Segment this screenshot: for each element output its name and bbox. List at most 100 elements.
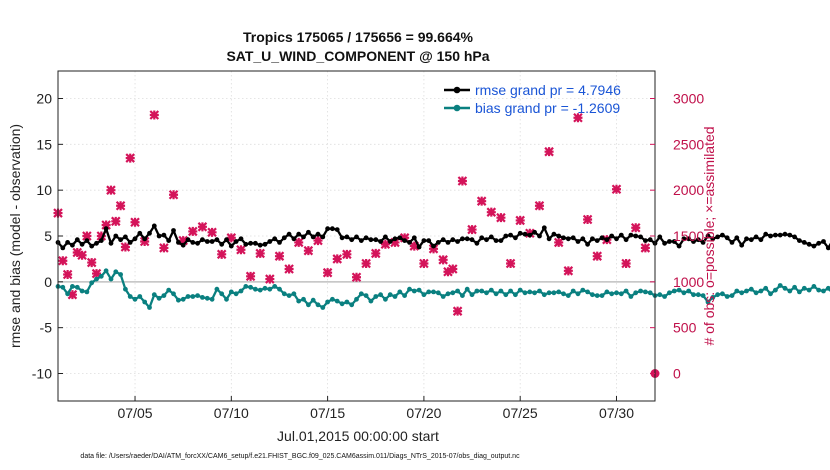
data-file-footnote: data file: /Users/raeder/DAI/ATM_forcXX/…: [80, 453, 520, 460]
rmse-point: [594, 238, 600, 244]
bias-point: [825, 285, 830, 291]
rmse-point: [98, 238, 104, 244]
bias-point: [517, 287, 523, 293]
rmse-point: [238, 236, 244, 242]
obs-count-point: [573, 112, 583, 123]
bias-point: [127, 294, 133, 299]
bias-point: [166, 287, 172, 293]
bias-point: [94, 276, 99, 282]
obs-count-point: [457, 176, 468, 186]
obs-count-point: [226, 233, 237, 243]
bias-point: [734, 288, 740, 294]
obs-count-point: [476, 196, 487, 206]
rmse-point: [416, 244, 422, 250]
rmse-point: [628, 232, 634, 238]
rmse-point: [792, 234, 797, 240]
obs-count-point: [419, 258, 429, 269]
legend: rmse grand pr = 4.7946 bias grand pr = -…: [444, 82, 621, 116]
bias-point: [272, 284, 278, 289]
obs-count-point: [274, 251, 285, 261]
rmse-point: [330, 226, 335, 232]
rmse-point: [253, 240, 258, 246]
y-tick-label: 20: [36, 91, 52, 107]
rmse-point: [209, 239, 215, 244]
rmse-point: [556, 233, 562, 239]
bias-point: [233, 291, 239, 297]
rmse-point: [103, 226, 109, 232]
obs-count-point: [342, 249, 352, 260]
bias-point: [513, 292, 518, 298]
rmse-point: [565, 236, 571, 242]
rmse-point: [705, 233, 711, 239]
bias-point: [777, 283, 783, 288]
rmse-point: [647, 237, 653, 243]
y-tick-label: 5: [44, 228, 52, 244]
rmse-point: [339, 235, 345, 241]
rmse-point: [156, 233, 162, 239]
bias-point: [700, 293, 706, 298]
obs-count-point: [630, 222, 641, 233]
bias-point: [585, 289, 590, 295]
rmse-point: [243, 241, 249, 247]
rmse-point: [272, 236, 278, 242]
rmse-point: [753, 234, 759, 240]
bias-point: [204, 295, 210, 301]
bias-point: [411, 288, 417, 294]
obs-count-point: [380, 239, 391, 250]
obs-count-point: [332, 254, 343, 264]
rmse-point: [373, 237, 379, 243]
rmse-point: [614, 236, 619, 242]
rmse-point: [455, 239, 460, 244]
rmse-point: [671, 239, 677, 244]
rmse-point: [676, 243, 682, 249]
obs-count-point: [197, 222, 208, 232]
rmse-point: [618, 232, 624, 238]
rmse-point: [123, 234, 128, 240]
obs-count-point: [582, 214, 593, 225]
obs-count-point: [86, 257, 97, 268]
rmse-point: [657, 234, 663, 240]
bias-point: [248, 284, 254, 290]
rmse-point: [445, 240, 451, 245]
rmse-point: [200, 237, 205, 243]
bias-point: [748, 286, 754, 292]
rmse-point: [734, 235, 740, 241]
rmse-point: [325, 226, 330, 232]
bias-point: [161, 293, 167, 298]
bias-point: [70, 284, 75, 289]
rmse-point: [479, 235, 485, 241]
rmse-point: [700, 240, 706, 245]
x-tick-label: 07/10: [214, 405, 249, 421]
bias-point: [190, 294, 196, 299]
bias-point: [484, 290, 489, 296]
bias-point: [354, 296, 359, 302]
bias-point: [426, 289, 432, 295]
rmse-point: [821, 239, 826, 244]
rmse-point: [315, 231, 321, 237]
obs-count-point: [438, 255, 448, 265]
rmse-point: [686, 236, 692, 242]
rmse-point: [440, 237, 446, 243]
rmse-point: [214, 237, 220, 243]
obs-count-point: [303, 245, 314, 256]
bias-point: [228, 289, 234, 295]
bias-point: [421, 292, 427, 298]
obs-count-point: [399, 233, 410, 243]
bias-point: [681, 290, 687, 296]
obs-count-point: [149, 110, 160, 120]
bias-point: [103, 268, 109, 274]
obs-count-point: [361, 258, 371, 269]
bias-point: [724, 294, 730, 299]
obs-count-point: [611, 184, 622, 195]
bias-point: [147, 305, 152, 310]
rmse-point: [431, 243, 436, 249]
obs-count-point: [370, 248, 381, 259]
rmse-point: [773, 232, 778, 238]
rmse-point: [228, 243, 234, 249]
bias-point: [267, 286, 273, 292]
y-axis-label: rmse and bias (model - observation): [7, 124, 23, 348]
x-axis-label: Jul.01,2015 00:00:00 start: [277, 428, 439, 444]
rmse-point: [806, 241, 812, 247]
obs-count-point: [496, 212, 506, 223]
bias-point: [503, 292, 509, 298]
